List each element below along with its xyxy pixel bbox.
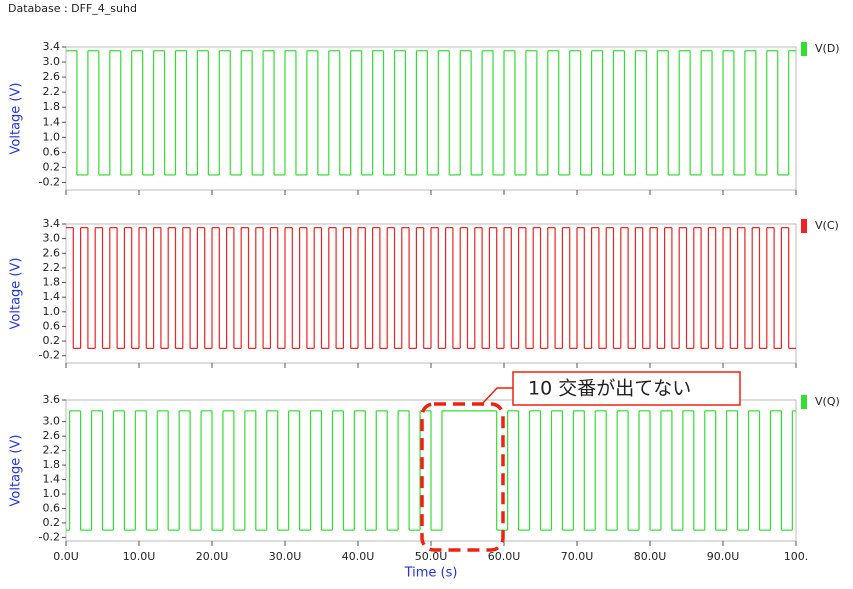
y-tick-label: 0.2 xyxy=(43,160,61,173)
y-tick-label: 2.6 xyxy=(43,429,61,442)
callout-text: 10 交番が出てない xyxy=(528,378,691,400)
y-tick-label: 2.2 xyxy=(43,444,61,457)
highlight-box xyxy=(420,402,505,552)
y-tick-label: 1.0 xyxy=(43,487,61,500)
y-axis-label: Voltage (V) xyxy=(9,83,24,155)
plot-frame xyxy=(65,46,797,191)
y-tick-label: 0.2 xyxy=(43,516,61,529)
legend-swatch xyxy=(801,395,807,409)
y-tick-label: 1.0 xyxy=(43,305,61,318)
legend-label: V(C) xyxy=(815,219,839,232)
y-tick-label: 2.6 xyxy=(43,246,61,259)
y-tick-label: 0.6 xyxy=(43,319,61,332)
y-tick-label: 1.0 xyxy=(43,130,61,143)
y-axis-label: Voltage (V) xyxy=(9,435,24,507)
x-axis-label: Time (s) xyxy=(404,566,458,581)
callout: 10 交番が出てない xyxy=(420,371,741,552)
y-tick-label: 1.4 xyxy=(43,115,61,128)
y-tick-label: 1.4 xyxy=(43,290,61,303)
y-tick-label: 2.6 xyxy=(43,70,61,83)
callout-box xyxy=(512,371,741,406)
legend-label: V(D) xyxy=(815,42,840,55)
y-tick-label: -0.2 xyxy=(39,349,60,362)
legend-label: V(Q) xyxy=(815,395,840,408)
y-tick-label: 3.4 xyxy=(43,40,61,53)
y-tick-label: 3.6 xyxy=(43,393,61,406)
y-tick-label: 1.4 xyxy=(43,473,61,486)
y-tick-label: 1.8 xyxy=(43,458,61,471)
y-tick-label: -0.2 xyxy=(39,530,60,543)
y-tick-label: 3.4 xyxy=(43,217,61,230)
y-tick-label: 3.0 xyxy=(43,232,61,245)
legend-swatch xyxy=(801,42,807,56)
x-tick-label: 80.0U xyxy=(634,550,667,563)
x-tick-label: 40.0U xyxy=(342,550,375,563)
x-tick-label: 0.0U xyxy=(53,550,79,563)
y-tick-label: 3.0 xyxy=(43,415,61,428)
x-tick-label: 50.0U xyxy=(415,550,448,563)
y-tick-label: 0.6 xyxy=(43,501,61,514)
y-tick-label: 3.0 xyxy=(43,55,61,68)
y-tick-label: 0.6 xyxy=(43,145,61,158)
x-tick-label: 30.0U xyxy=(269,550,302,563)
x-tick-label: 60.0U xyxy=(488,550,521,563)
y-tick-label: 2.2 xyxy=(43,261,61,274)
legend-swatch xyxy=(801,219,807,233)
y-tick-label: 1.8 xyxy=(43,276,61,289)
header: Database : DFF_4_suhd xyxy=(8,2,137,15)
y-tick-label: 0.2 xyxy=(43,334,61,347)
y-tick-label: 1.8 xyxy=(43,100,61,113)
x-tick-label: 70.0U xyxy=(561,550,594,563)
y-tick-label: -0.2 xyxy=(39,175,60,188)
y-tick-label: 2.2 xyxy=(43,85,61,98)
x-tick-label: 90.0U xyxy=(707,550,740,563)
x-tick-label: 10.0U xyxy=(123,550,156,563)
x-tick-label: 20.0U xyxy=(196,550,229,563)
y-axis-label: Voltage (V) xyxy=(9,258,24,330)
x-tick-label: 100. xyxy=(784,550,809,563)
leader xyxy=(481,387,513,405)
